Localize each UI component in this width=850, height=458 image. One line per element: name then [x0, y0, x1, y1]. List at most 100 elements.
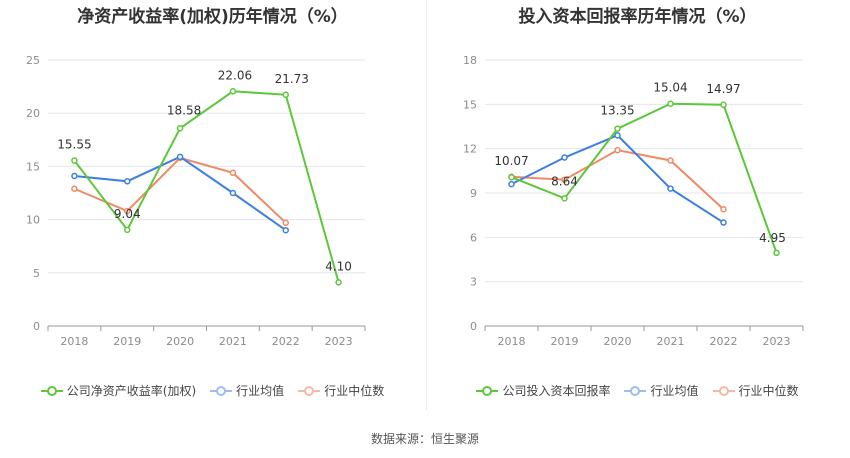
- roe-legend-label: 行业均值: [236, 384, 285, 398]
- roic-data-label: 14.97: [706, 82, 740, 96]
- roe-y-tick-label: 15: [26, 160, 40, 173]
- roic-chart-panel: 投入资本回报率历年情况（%） 0 3 6 9 12 15 18 2018 2019 2020 202…: [425, 0, 850, 410]
- roe-chart-panel: 净资产收益率(加权)历年情况（%） 0 5 10 15 20 25 2018 2019 2020…: [0, 0, 425, 410]
- roic-legend-label: 行业均值: [650, 384, 699, 398]
- roe-data-label: 15.55: [57, 138, 91, 152]
- roic-series-point-1: [561, 154, 568, 161]
- roic-chart-title: 投入资本回报率历年情况（%）: [518, 7, 757, 27]
- roe-chart-plot: 0 5 10 15 20 25 2018 2019 2020 2021 2022 2023 15.55 9…: [26, 54, 366, 348]
- roe-series-point-0: [71, 157, 78, 164]
- roe-legend-item[interactable]: 行业中位数: [298, 382, 384, 399]
- roe-series-point-1: [176, 153, 184, 161]
- roe-series-point-0: [124, 226, 131, 234]
- roe-series-point-2: [71, 185, 78, 192]
- roic-x-tick-label: 2020: [604, 335, 632, 348]
- roe-series-point-0: [282, 91, 289, 99]
- roic-x-tick-label: 2019: [551, 335, 579, 348]
- roe-series-point-1: [229, 189, 237, 197]
- roic-series-point-1: [614, 132, 621, 139]
- roe-data-label: 18.58: [167, 103, 201, 117]
- roic-series-point-0: [720, 101, 727, 109]
- roe-legend-label: 行业中位数: [324, 384, 385, 398]
- roic-series-point-0: [667, 100, 674, 107]
- roe-y-tick-label: 10: [26, 214, 40, 227]
- legend-line-marker-icon: [40, 385, 63, 396]
- roic-series-point-2: [667, 157, 674, 164]
- roe-series-point-0: [176, 125, 184, 132]
- roic-legend-item[interactable]: 公司投入资本回报率: [476, 382, 610, 399]
- roic-series-point-2: [561, 176, 568, 183]
- roic-series-point-1: [667, 185, 674, 192]
- roic-series-point-2: [720, 206, 727, 213]
- roe-x-tick-label: 2023: [325, 335, 353, 348]
- roe-series-point-2: [229, 169, 237, 177]
- roe-series-point-2: [282, 219, 289, 227]
- roic-chart-plot: 0 3 6 9 12 15 18 2018 2019 2020 2021 2022 2023 10.07 8…: [463, 54, 804, 348]
- roic-x-tick-label: 2023: [763, 335, 791, 348]
- roe-series-point-1: [124, 178, 131, 185]
- roic-series-point-0: [508, 173, 515, 181]
- roic-legend-item[interactable]: 行业均值: [624, 382, 699, 399]
- roe-series-point-0: [229, 88, 237, 95]
- roic-y-tick-label: 6: [470, 231, 477, 244]
- roe-chart-title: 净资产收益率(加权)历年情况（%）: [77, 7, 348, 27]
- roic-y-tick-label: 15: [463, 98, 477, 111]
- roe-legend-label: 公司净资产收益率(加权): [66, 384, 197, 398]
- roe-legend-item[interactable]: 公司净资产收益率(加权): [40, 382, 197, 399]
- roic-series-point-2: [614, 146, 621, 154]
- panel-divider: [426, 0, 427, 410]
- roic-y-tick-label: 12: [463, 143, 477, 156]
- legend-line-marker-icon: [476, 385, 499, 396]
- roic-data-label: 15.04: [653, 81, 687, 95]
- legend-line-marker-icon: [210, 385, 233, 396]
- roe-x-tick-label: 2022: [272, 335, 300, 348]
- roic-y-tick-label: 9: [470, 187, 477, 200]
- roic-series-point-1: [720, 219, 727, 226]
- roic-series-point-0: [614, 125, 621, 132]
- roic-x-tick-label: 2021: [657, 335, 685, 348]
- roe-series-point-2: [124, 207, 131, 215]
- roe-y-tick-label: 25: [26, 54, 40, 67]
- legend-line-marker-icon: [712, 385, 735, 396]
- roic-series-point-1: [508, 180, 515, 188]
- roe-series-point-0: [335, 279, 342, 286]
- roe-series-point-1: [71, 172, 78, 180]
- roe-data-label: 22.06: [218, 68, 252, 82]
- roic-legend-item[interactable]: 行业中位数: [712, 382, 799, 399]
- roe-x-tick-label: 2018: [60, 335, 88, 348]
- roe-series-point-1: [282, 226, 289, 234]
- roe-y-tick-label: 0: [33, 320, 40, 333]
- roe-x-tick-label: 2019: [113, 335, 141, 348]
- roic-x-tick-label: 2018: [498, 335, 526, 348]
- legend-line-marker-icon: [298, 385, 321, 396]
- data-source-note: 数据来源：恒生聚源: [370, 432, 479, 446]
- roic-series-line-0: [511, 102, 778, 254]
- roe-data-label: 21.73: [275, 72, 309, 86]
- roic-legend-label: 行业中位数: [738, 384, 799, 398]
- roic-data-label: 10.07: [494, 154, 528, 168]
- roic-series-point-0: [561, 195, 568, 202]
- roic-y-tick-label: 18: [463, 54, 477, 67]
- roe-legend-item[interactable]: 行业均值: [210, 382, 284, 399]
- roic-data-label: 13.35: [600, 104, 634, 118]
- roic-y-tick-label: 3: [470, 276, 477, 289]
- roic-series-point-0: [773, 249, 780, 257]
- roe-x-tick-label: 2020: [166, 335, 194, 348]
- roic-data-label: 4.95: [759, 231, 786, 245]
- roic-series-line-2: [511, 149, 725, 210]
- legend-line-marker-icon: [624, 385, 647, 396]
- roic-chart-legend: 公司投入资本回报率 行业均值 行业中位数: [425, 382, 850, 399]
- roic-x-tick-label: 2022: [710, 335, 738, 348]
- roe-y-tick-label: 5: [33, 267, 40, 280]
- roe-series-line-0: [73, 90, 340, 283]
- roe-y-tick-label: 20: [26, 107, 40, 120]
- roic-data-label: 8.64: [551, 174, 578, 188]
- roe-x-tick-label: 2021: [219, 335, 247, 348]
- roe-data-label: 9.04: [114, 207, 141, 221]
- roe-data-label: 4.10: [325, 259, 352, 273]
- roe-series-line-2: [74, 156, 287, 224]
- roe-chart-legend: 公司净资产收益率(加权) 行业均值 行业中位数: [0, 382, 425, 399]
- roic-legend-label: 公司投入资本回报率: [502, 384, 611, 398]
- roic-y-tick-label: 0: [470, 320, 477, 333]
